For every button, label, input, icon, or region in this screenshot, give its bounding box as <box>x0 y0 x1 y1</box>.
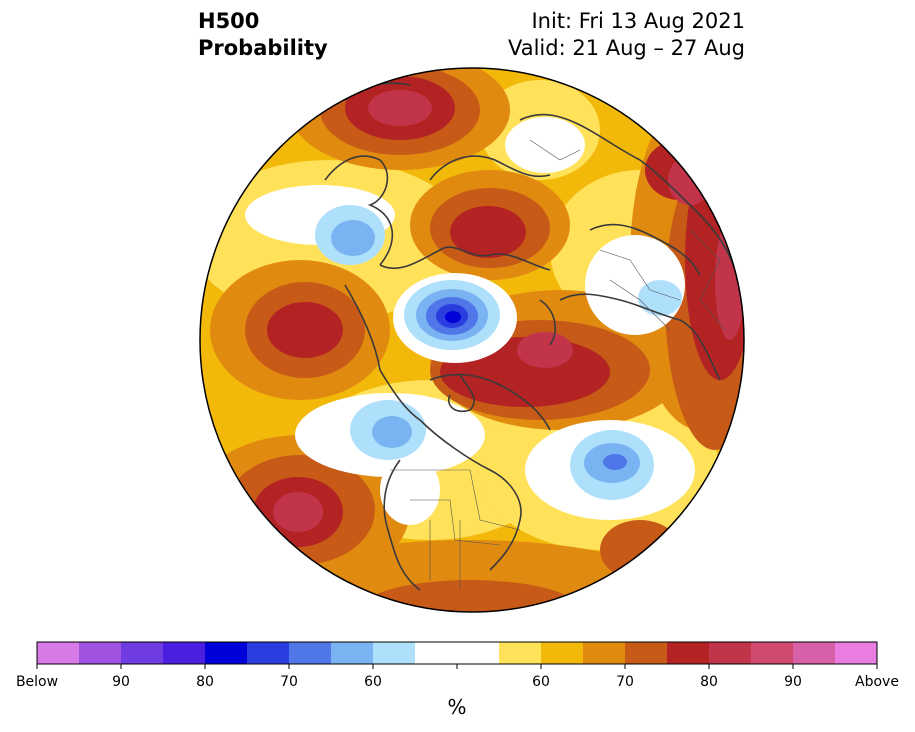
forecast-dates: Init: Fri 13 Aug 2021 Valid: 21 Aug – 27… <box>508 8 745 62</box>
colorbar-cell <box>37 642 80 664</box>
probability-field <box>200 68 744 612</box>
colorbar-cell <box>289 642 332 664</box>
colorbar-tick-label: 80 <box>700 674 718 690</box>
init-date: Init: Fri 13 Aug 2021 <box>531 9 745 33</box>
title-variable: H500 <box>198 9 260 33</box>
colorbar-tick-label: 70 <box>280 674 298 690</box>
colorbar-tick-label: Above <box>855 674 899 690</box>
colorbar-tick-label: 90 <box>112 674 130 690</box>
colorbar-cell <box>667 642 710 664</box>
title-type: Probability <box>198 36 328 60</box>
colorbar-tick-label: Below <box>15 674 59 690</box>
colorbar-cell <box>163 642 206 664</box>
colorbar-cell <box>835 642 878 664</box>
borders <box>390 139 726 590</box>
colorbar-cell <box>415 642 458 664</box>
map-boundary <box>199 67 745 613</box>
map-title: H500 Probability <box>198 8 328 62</box>
colorbar-cell <box>79 642 122 664</box>
colorbar-cell <box>373 642 416 664</box>
colorbar-tick-label: 70 <box>616 674 634 690</box>
valid-range: Valid: 21 Aug – 27 Aug <box>507 36 745 60</box>
colorbar-cell <box>583 642 626 664</box>
polar-map <box>199 67 745 613</box>
colorbar-unit: % <box>447 695 467 719</box>
colorbar-cell <box>121 642 164 664</box>
colorbar-cell <box>751 642 794 664</box>
colorbar-tick-label: 80 <box>196 674 214 690</box>
colorbar-tick-label: 90 <box>784 674 802 690</box>
colorbar-cell <box>457 642 500 664</box>
colorbar-tick-label: 60 <box>532 674 550 690</box>
colorbar-cell <box>709 642 752 664</box>
colorbar-cell <box>205 642 248 664</box>
colorbar-cell <box>331 642 374 664</box>
colorbar-cell <box>247 642 290 664</box>
colorbar <box>36 641 878 669</box>
colorbar-cell <box>793 642 836 664</box>
colorbar-cell <box>625 642 668 664</box>
colorbar-tick-label: 60 <box>364 674 382 690</box>
colorbar-cell <box>499 642 542 664</box>
colorbar-cell <box>541 642 584 664</box>
